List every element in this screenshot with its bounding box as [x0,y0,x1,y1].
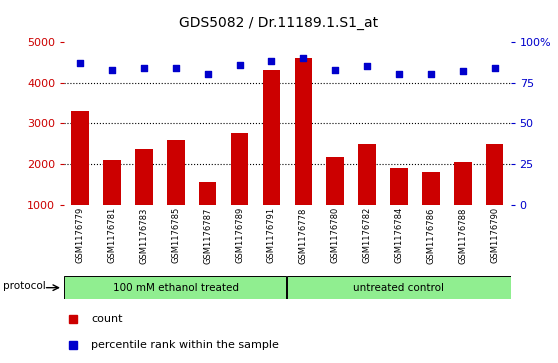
Text: percentile rank within the sample: percentile rank within the sample [91,340,279,350]
Text: count: count [91,314,122,325]
Point [426,72,435,77]
Point [458,68,467,74]
Bar [71,111,89,205]
Text: GDS5082 / Dr.11189.1.S1_at: GDS5082 / Dr.11189.1.S1_at [180,16,378,30]
Bar [199,182,217,205]
Point [267,58,276,64]
Bar [295,58,312,205]
Bar [231,133,248,205]
Point [203,72,212,77]
Text: protocol: protocol [3,281,46,291]
Text: GSM1176778: GSM1176778 [299,207,308,264]
Bar [167,140,185,205]
Point [108,67,117,73]
Bar [326,157,344,205]
Text: GSM1176786: GSM1176786 [426,207,435,264]
Text: GSM1176780: GSM1176780 [331,207,340,264]
Text: GSM1176791: GSM1176791 [267,207,276,263]
Bar [358,144,376,205]
Bar [263,70,280,205]
Point [363,63,372,69]
Point [331,67,340,73]
Text: GSM1176783: GSM1176783 [140,207,148,264]
Text: GSM1176782: GSM1176782 [363,207,372,264]
Point [235,62,244,68]
Text: untreated control: untreated control [353,283,445,293]
Bar [422,172,440,205]
Text: GSM1176781: GSM1176781 [108,207,117,264]
Text: GSM1176790: GSM1176790 [490,207,499,263]
Bar [135,149,153,205]
Point [76,60,85,66]
Point [140,65,148,71]
Point [490,65,499,71]
Bar [103,160,121,205]
Bar [390,168,408,205]
Text: GSM1176785: GSM1176785 [171,207,180,264]
Text: GSM1176779: GSM1176779 [76,207,85,264]
Point [171,65,180,71]
Bar [64,276,286,299]
Text: GSM1176784: GSM1176784 [395,207,403,264]
Point [299,55,308,61]
Point [395,72,403,77]
Text: GSM1176787: GSM1176787 [203,207,212,264]
Text: GSM1176789: GSM1176789 [235,207,244,264]
Text: 100 mM ethanol treated: 100 mM ethanol treated [113,283,239,293]
Bar [287,276,511,299]
Text: GSM1176788: GSM1176788 [458,207,467,264]
Bar [486,144,503,205]
Bar [454,162,472,205]
